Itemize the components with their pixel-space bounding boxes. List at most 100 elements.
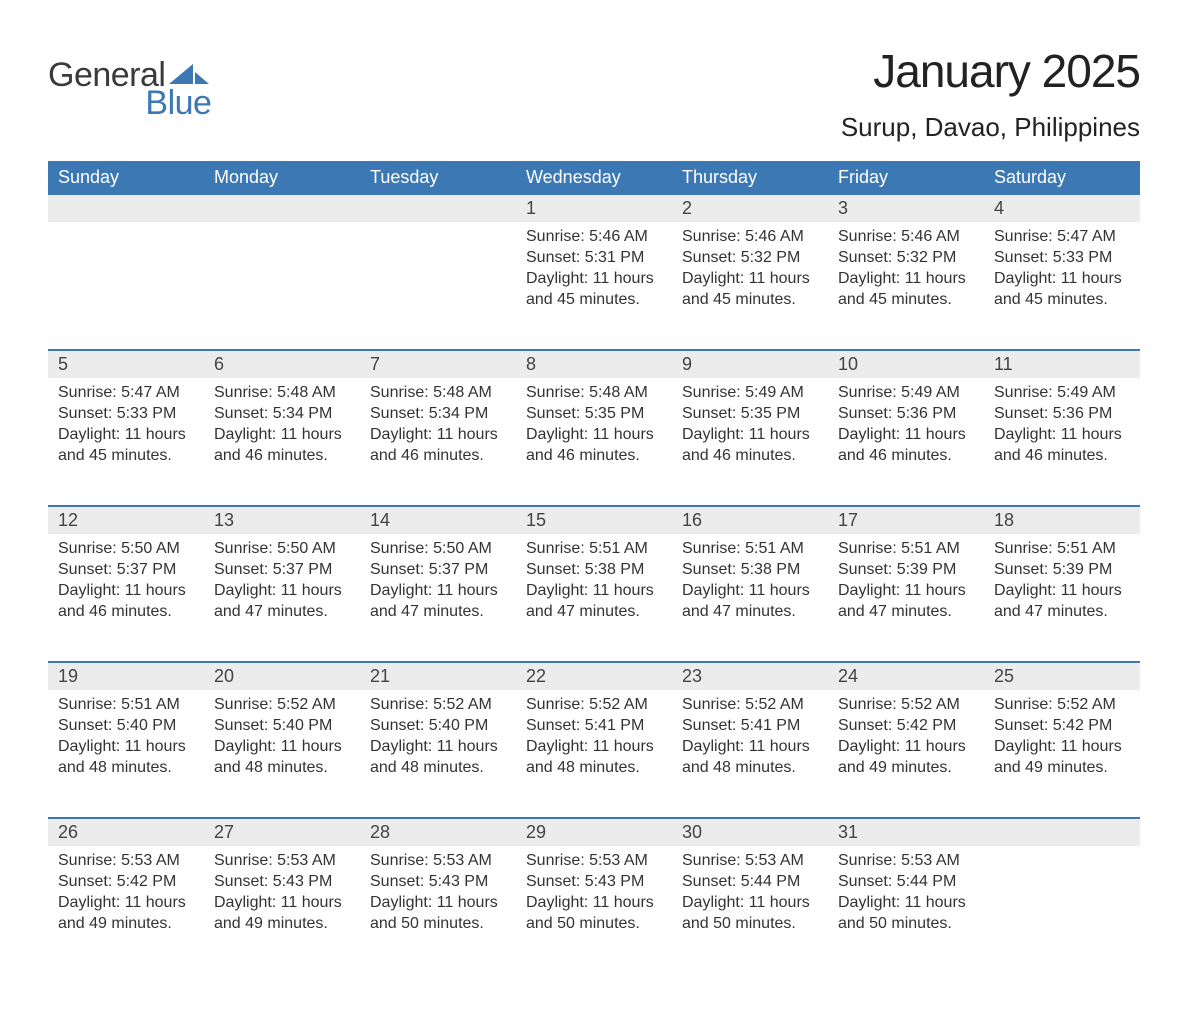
sunset-line: Sunset: 5:35 PM [682, 403, 818, 424]
daylight-line: Daylight: 11 hours and 46 minutes. [526, 424, 662, 466]
sunrise-line: Sunrise: 5:47 AM [994, 226, 1130, 247]
day-number: 6 [204, 350, 360, 378]
sunrise-line: Sunrise: 5:46 AM [838, 226, 974, 247]
sunset-line: Sunset: 5:38 PM [526, 559, 662, 580]
sunrise-line: Sunrise: 5:53 AM [526, 850, 662, 871]
sunset-line: Sunset: 5:44 PM [838, 871, 974, 892]
sunrise-line: Sunrise: 5:53 AM [838, 850, 974, 871]
empty-day-number [204, 195, 360, 222]
daylight-line: Daylight: 11 hours and 45 minutes. [838, 268, 974, 310]
daylight-line: Daylight: 11 hours and 48 minutes. [58, 736, 194, 778]
day-cell: Sunrise: 5:52 AMSunset: 5:41 PMDaylight:… [516, 690, 672, 818]
empty-day-body [48, 222, 204, 350]
sunset-line: Sunset: 5:40 PM [58, 715, 194, 736]
sunrise-line: Sunrise: 5:51 AM [838, 538, 974, 559]
weekday-header: Tuesday [360, 161, 516, 195]
daylight-line: Daylight: 11 hours and 47 minutes. [838, 580, 974, 622]
sunset-line: Sunset: 5:32 PM [682, 247, 818, 268]
day-number-row: 19202122232425 [48, 662, 1140, 690]
sunset-line: Sunset: 5:39 PM [994, 559, 1130, 580]
day-cell: Sunrise: 5:49 AMSunset: 5:36 PMDaylight:… [984, 378, 1140, 506]
day-cell: Sunrise: 5:53 AMSunset: 5:43 PMDaylight:… [516, 846, 672, 974]
day-cell: Sunrise: 5:49 AMSunset: 5:36 PMDaylight:… [828, 378, 984, 506]
day-number: 27 [204, 818, 360, 846]
day-cell: Sunrise: 5:52 AMSunset: 5:40 PMDaylight:… [204, 690, 360, 818]
sunset-line: Sunset: 5:32 PM [838, 247, 974, 268]
day-number: 24 [828, 662, 984, 690]
daylight-line: Daylight: 11 hours and 46 minutes. [370, 424, 506, 466]
sunrise-line: Sunrise: 5:51 AM [58, 694, 194, 715]
daylight-line: Daylight: 11 hours and 47 minutes. [682, 580, 818, 622]
day-number: 31 [828, 818, 984, 846]
day-number: 10 [828, 350, 984, 378]
day-number: 17 [828, 506, 984, 534]
day-number: 2 [672, 195, 828, 222]
sunset-line: Sunset: 5:41 PM [682, 715, 818, 736]
day-cell: Sunrise: 5:48 AMSunset: 5:34 PMDaylight:… [360, 378, 516, 506]
daylight-line: Daylight: 11 hours and 47 minutes. [994, 580, 1130, 622]
sunset-line: Sunset: 5:34 PM [370, 403, 506, 424]
sunrise-line: Sunrise: 5:50 AM [214, 538, 350, 559]
daylight-line: Daylight: 11 hours and 46 minutes. [838, 424, 974, 466]
empty-day-body [360, 222, 516, 350]
day-cell: Sunrise: 5:50 AMSunset: 5:37 PMDaylight:… [360, 534, 516, 662]
day-cell: Sunrise: 5:46 AMSunset: 5:32 PMDaylight:… [828, 222, 984, 350]
day-cell: Sunrise: 5:52 AMSunset: 5:42 PMDaylight:… [984, 690, 1140, 818]
weekday-header: Sunday [48, 161, 204, 195]
empty-day-body [984, 846, 1140, 974]
sunset-line: Sunset: 5:35 PM [526, 403, 662, 424]
sunset-line: Sunset: 5:40 PM [370, 715, 506, 736]
brand-word2: Blue [48, 86, 211, 120]
day-cell: Sunrise: 5:53 AMSunset: 5:43 PMDaylight:… [360, 846, 516, 974]
weekday-header: Friday [828, 161, 984, 195]
day-number: 18 [984, 506, 1140, 534]
sunrise-line: Sunrise: 5:51 AM [526, 538, 662, 559]
sunset-line: Sunset: 5:36 PM [838, 403, 974, 424]
sunset-line: Sunset: 5:43 PM [214, 871, 350, 892]
day-number: 3 [828, 195, 984, 222]
daylight-line: Daylight: 11 hours and 45 minutes. [994, 268, 1130, 310]
empty-day-number [984, 818, 1140, 846]
day-cell: Sunrise: 5:47 AMSunset: 5:33 PMDaylight:… [984, 222, 1140, 350]
day-cell: Sunrise: 5:48 AMSunset: 5:34 PMDaylight:… [204, 378, 360, 506]
daylight-line: Daylight: 11 hours and 45 minutes. [58, 424, 194, 466]
sunrise-line: Sunrise: 5:48 AM [214, 382, 350, 403]
day-cell: Sunrise: 5:53 AMSunset: 5:44 PMDaylight:… [828, 846, 984, 974]
day-number: 14 [360, 506, 516, 534]
daylight-line: Daylight: 11 hours and 50 minutes. [370, 892, 506, 934]
sunrise-line: Sunrise: 5:47 AM [58, 382, 194, 403]
sunrise-line: Sunrise: 5:51 AM [682, 538, 818, 559]
sunrise-line: Sunrise: 5:46 AM [682, 226, 818, 247]
daylight-line: Daylight: 11 hours and 48 minutes. [214, 736, 350, 778]
day-number-row: 262728293031 [48, 818, 1140, 846]
sunrise-line: Sunrise: 5:52 AM [682, 694, 818, 715]
day-number: 15 [516, 506, 672, 534]
sunset-line: Sunset: 5:37 PM [370, 559, 506, 580]
day-cell: Sunrise: 5:51 AMSunset: 5:40 PMDaylight:… [48, 690, 204, 818]
day-number: 23 [672, 662, 828, 690]
day-number-row: 1234 [48, 195, 1140, 222]
day-number: 9 [672, 350, 828, 378]
sunset-line: Sunset: 5:37 PM [214, 559, 350, 580]
sunrise-line: Sunrise: 5:53 AM [370, 850, 506, 871]
daylight-line: Daylight: 11 hours and 47 minutes. [214, 580, 350, 622]
sunrise-line: Sunrise: 5:50 AM [370, 538, 506, 559]
daylight-line: Daylight: 11 hours and 49 minutes. [58, 892, 194, 934]
day-number: 28 [360, 818, 516, 846]
day-cell: Sunrise: 5:52 AMSunset: 5:40 PMDaylight:… [360, 690, 516, 818]
day-number: 26 [48, 818, 204, 846]
sunset-line: Sunset: 5:39 PM [838, 559, 974, 580]
day-number: 16 [672, 506, 828, 534]
day-number: 7 [360, 350, 516, 378]
sunset-line: Sunset: 5:31 PM [526, 247, 662, 268]
sunset-line: Sunset: 5:34 PM [214, 403, 350, 424]
sunset-line: Sunset: 5:38 PM [682, 559, 818, 580]
day-cell: Sunrise: 5:50 AMSunset: 5:37 PMDaylight:… [204, 534, 360, 662]
daylight-line: Daylight: 11 hours and 46 minutes. [58, 580, 194, 622]
sunset-line: Sunset: 5:43 PM [526, 871, 662, 892]
daylight-line: Daylight: 11 hours and 49 minutes. [838, 736, 974, 778]
day-cell: Sunrise: 5:53 AMSunset: 5:42 PMDaylight:… [48, 846, 204, 974]
empty-day-number [360, 195, 516, 222]
sunset-line: Sunset: 5:42 PM [838, 715, 974, 736]
sunrise-line: Sunrise: 5:52 AM [994, 694, 1130, 715]
